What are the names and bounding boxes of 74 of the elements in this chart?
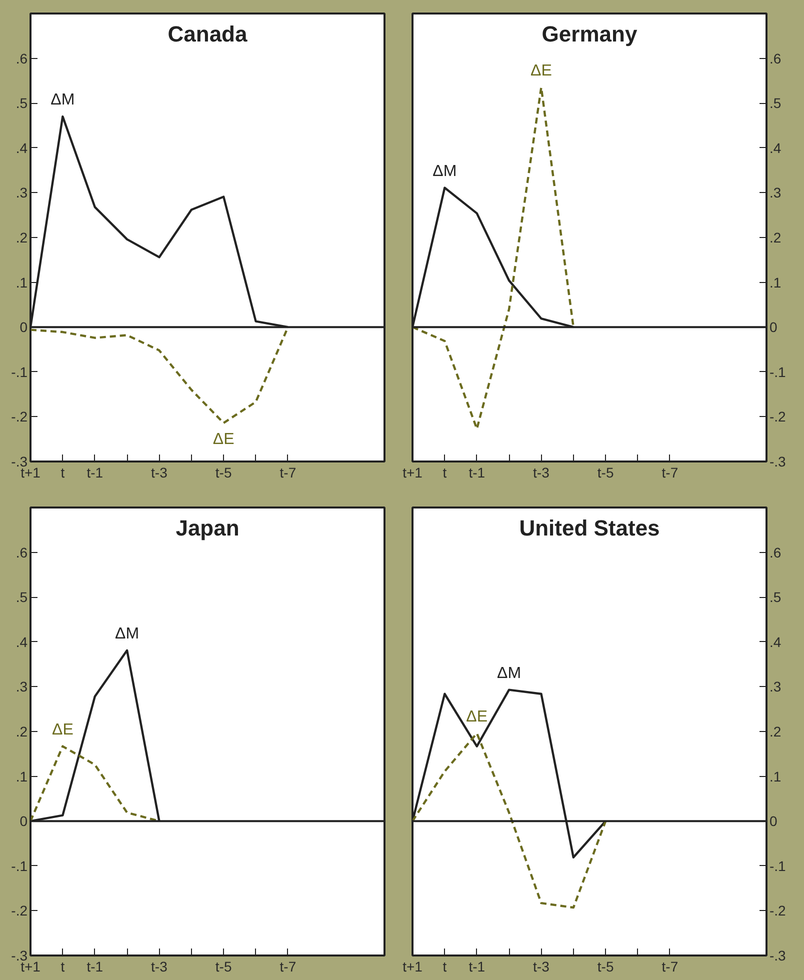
y-tick-label: -.3 [770, 454, 786, 470]
y-tick-label: .3 [16, 678, 28, 695]
x-tick-label: t-3 [151, 464, 168, 480]
y-tick-label: .4 [16, 140, 28, 156]
y-tick-label: 0 [20, 813, 28, 830]
y-tick-label: .5 [770, 589, 782, 606]
y-tick-label: .1 [770, 274, 782, 290]
y-tick-label: -.2 [11, 902, 28, 919]
y-tick-label: -.3 [770, 948, 786, 964]
y-tick-label: .2 [770, 230, 782, 246]
chart-title: United States [519, 516, 660, 540]
x-tick-label: t-1 [86, 958, 104, 974]
chart-title: Canada [168, 22, 248, 46]
y-tick-label: .4 [770, 634, 782, 650]
x-tick-label: t-1 [468, 958, 486, 974]
y-tick-label: .1 [16, 274, 28, 290]
y-tick-label: .2 [16, 230, 28, 246]
y-tick-label: -.2 [770, 408, 786, 425]
x-tick-label: t-1 [468, 464, 486, 480]
y-tick-label: -.3 [11, 948, 28, 964]
x-tick-label: t [442, 464, 447, 480]
x-tick-label: t-3 [151, 958, 168, 974]
series-label: ΔE [466, 708, 488, 726]
x-tick-label: t-5 [597, 464, 614, 480]
y-tick-label: .5 [16, 589, 28, 606]
x-tick-label: t-3 [533, 464, 550, 480]
chart-title: Japan [176, 516, 240, 540]
series-label: ΔE [212, 430, 234, 448]
y-tick-label: .4 [770, 140, 782, 156]
y-tick-label: .4 [16, 634, 28, 650]
x-tick-label: t-7 [662, 958, 678, 974]
y-tick-label: -.1 [770, 858, 786, 874]
x-tick-label: t [442, 958, 447, 974]
y-tick-label: .2 [770, 724, 782, 740]
y-tick-label: -.1 [11, 364, 28, 380]
y-tick-label: -.2 [11, 408, 28, 425]
y-tick-label: -.1 [11, 858, 28, 874]
x-tick-label: t+1 [402, 464, 423, 480]
y-tick-label: 0 [770, 319, 778, 336]
y-tick-label: .5 [16, 95, 28, 112]
series-label: ΔM [115, 625, 140, 642]
series-label: ΔM [432, 162, 457, 180]
x-tick-label: t-1 [86, 464, 104, 480]
y-tick-label: .6 [16, 544, 28, 560]
x-tick-label: t-5 [597, 958, 614, 974]
y-tick-label: .6 [770, 544, 782, 560]
y-tick-label: .1 [16, 768, 28, 784]
series-label: ΔM [50, 92, 75, 109]
y-tick-label: -.3 [11, 454, 28, 470]
x-tick-label: t-5 [215, 464, 232, 480]
y-tick-label: 0 [770, 813, 778, 830]
y-tick-label: .3 [16, 184, 28, 201]
series-label: ΔE [530, 62, 552, 80]
series-label: ΔE [52, 721, 74, 738]
y-tick-label: .2 [16, 724, 28, 740]
y-tick-label: .5 [770, 95, 782, 112]
x-tick-label: t+1 [402, 958, 423, 974]
x-tick-label: t [60, 958, 65, 974]
y-tick-label: -.1 [770, 364, 786, 380]
x-tick-label: t-5 [215, 958, 232, 974]
x-tick-label: t [60, 464, 65, 480]
series-label: ΔM [497, 664, 522, 682]
chart-title: Germany [542, 22, 638, 46]
x-tick-label: t-7 [280, 958, 296, 974]
x-tick-label: t-7 [662, 464, 678, 480]
y-tick-label: .3 [770, 678, 782, 695]
x-tick-label: t-7 [280, 464, 296, 480]
y-tick-label: .6 [16, 50, 28, 66]
y-tick-label: .3 [770, 184, 782, 201]
y-tick-label: -.2 [770, 902, 786, 919]
y-tick-label: .6 [770, 50, 782, 66]
y-tick-label: .1 [770, 768, 782, 784]
x-tick-label: t-3 [533, 958, 550, 974]
y-tick-label: 0 [20, 319, 28, 336]
